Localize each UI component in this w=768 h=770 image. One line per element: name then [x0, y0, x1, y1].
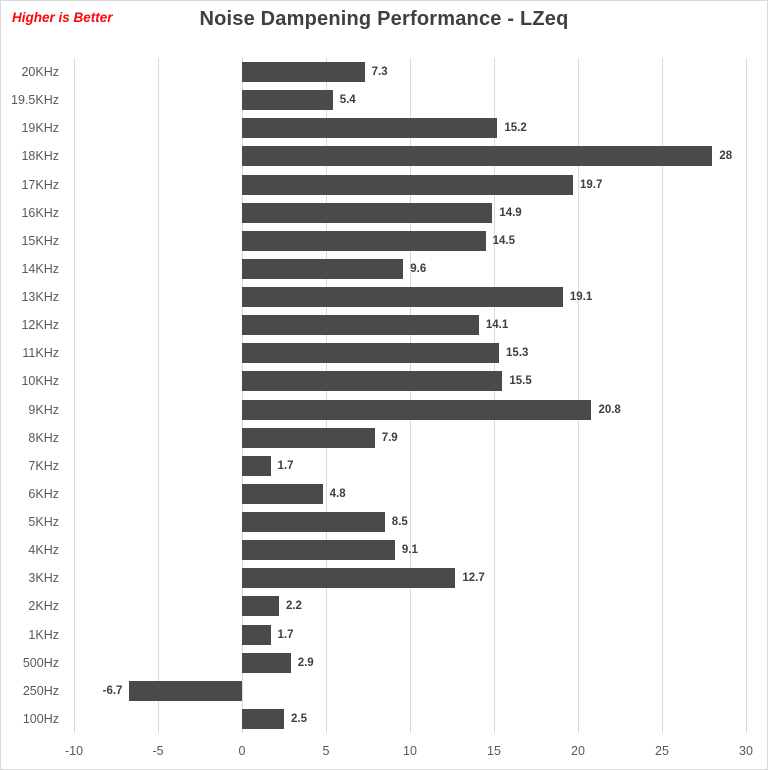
category-label-19.5KHz: 19.5KHz [11, 93, 59, 108]
category-label-11KHz: 11KHz [22, 346, 59, 361]
gridline-x-5 [325, 58, 327, 733]
x-tick-label: 0 [238, 744, 246, 758]
category-label-12KHz: 12KHz [21, 318, 59, 333]
x-tick-label: -10 [64, 744, 84, 758]
value-label-9KHz: 20.8 [598, 403, 621, 416]
bar-6KHz [242, 483, 323, 504]
value-label-4KHz: 9.1 [401, 544, 418, 557]
x-tick-label: -5 [152, 744, 164, 758]
category-label-8KHz: 8KHz [28, 430, 59, 445]
value-label-6KHz: 4.8 [329, 487, 346, 500]
higher-is-better-note: Higher is Better [12, 10, 113, 25]
bar-9KHz [242, 399, 592, 420]
gridline-x-20 [577, 58, 579, 733]
category-label-5KHz: 5KHz [28, 515, 59, 530]
value-label-7KHz: 1.7 [277, 459, 294, 472]
bar-100Hz [242, 708, 284, 729]
value-label-17KHz: 19.7 [579, 178, 603, 191]
value-label-20KHz: 7.3 [371, 66, 388, 79]
chart-title: Noise Dampening Performance - LZeq [199, 8, 569, 30]
bar-1KHz [242, 624, 271, 645]
bar-19.5KHz [242, 90, 333, 111]
category-label-15KHz: 15KHz [21, 233, 59, 248]
value-label-10KHz: 15.5 [509, 375, 532, 388]
category-label-16KHz: 16KHz [21, 205, 59, 220]
x-tick-label: 30 [739, 744, 753, 758]
value-label-18KHz: 28 [719, 150, 733, 163]
x-tick-label: 10 [403, 744, 417, 758]
bar-10KHz [242, 371, 503, 392]
bar-7KHz [242, 455, 271, 476]
bar-13KHz [242, 287, 563, 308]
category-label-13KHz: 13KHz [21, 290, 59, 305]
value-label-1KHz: 1.7 [277, 628, 294, 641]
category-label-4KHz: 4KHz [28, 543, 59, 558]
category-label-100Hz: 100Hz [22, 711, 59, 726]
gridline-x-30 [745, 58, 747, 733]
x-tick-label: 15 [487, 744, 501, 758]
category-label-20KHz: 20KHz [21, 65, 59, 80]
category-label-19KHz: 19KHz [21, 121, 59, 136]
bar-16KHz [242, 202, 493, 223]
value-label-19.5KHz: 5.4 [339, 94, 356, 107]
bar-12KHz [242, 315, 479, 336]
gridline-x--10 [73, 58, 75, 733]
category-label-9KHz: 9KHz [28, 402, 59, 417]
gridline-x--5 [157, 58, 159, 733]
category-label-17KHz: 17KHz [21, 177, 59, 192]
gridline-x-0 [241, 58, 243, 733]
value-label-500Hz: 2.9 [297, 656, 314, 669]
value-label-100Hz: 2.5 [291, 712, 307, 725]
x-tick-label: 5 [322, 744, 330, 758]
category-label-500Hz: 500Hz [22, 655, 59, 670]
category-label-7KHz: 7KHz [28, 458, 59, 473]
category-label-14KHz: 14KHz [21, 261, 59, 276]
value-label-16KHz: 14.9 [499, 206, 522, 219]
value-label-250Hz: -6.7 [102, 684, 123, 697]
value-label-12KHz: 14.1 [485, 319, 509, 332]
value-label-13KHz: 19.1 [569, 291, 593, 304]
bar-8KHz [242, 427, 375, 448]
category-label-2KHz: 2KHz [28, 599, 59, 614]
bar-20KHz [242, 62, 365, 83]
value-label-3KHz: 12.7 [462, 572, 485, 585]
category-label-250Hz: 250Hz [22, 683, 59, 698]
category-label-6KHz: 6KHz [28, 486, 59, 501]
value-label-2KHz: 2.2 [285, 600, 302, 613]
bar-3KHz [242, 568, 456, 589]
bar-18KHz [242, 146, 713, 167]
gridline-x-25 [661, 58, 663, 733]
bar-19KHz [242, 118, 498, 139]
value-label-19KHz: 15.2 [504, 122, 527, 135]
category-label-10KHz: 10KHz [21, 374, 59, 389]
category-label-18KHz: 18KHz [21, 149, 59, 164]
category-label-3KHz: 3KHz [28, 571, 59, 586]
bar-14KHz [242, 258, 404, 279]
bar-5KHz [242, 512, 385, 533]
bar-250Hz [129, 680, 242, 701]
gridline-x-15 [493, 58, 495, 733]
category-label-1KHz: 1KHz [28, 627, 59, 642]
value-label-15KHz: 14.5 [492, 234, 515, 247]
bar-500Hz [242, 652, 291, 673]
bar-17KHz [242, 174, 573, 195]
value-label-11KHz: 15.3 [506, 347, 529, 360]
bar-2KHz [242, 596, 279, 617]
gridline-x-10 [409, 58, 411, 733]
value-label-8KHz: 7.9 [381, 431, 398, 444]
value-label-5KHz: 8.5 [391, 516, 408, 529]
bar-4KHz [242, 540, 395, 561]
x-tick-label: 25 [655, 744, 669, 758]
x-tick-label: 20 [571, 744, 585, 758]
bar-15KHz [242, 230, 486, 251]
bar-11KHz [242, 343, 500, 364]
value-label-14KHz: 9.6 [410, 262, 427, 275]
